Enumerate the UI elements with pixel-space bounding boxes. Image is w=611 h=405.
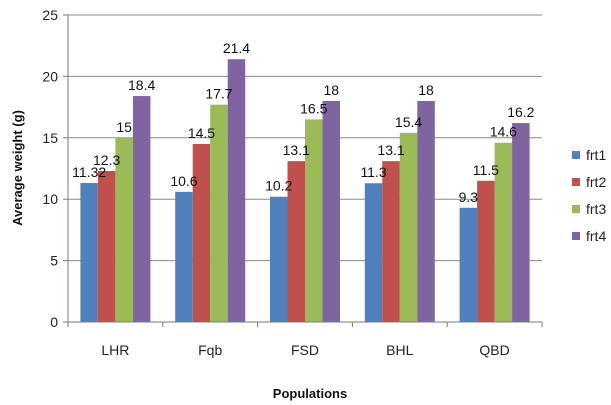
data-label-frt3-Fqb: 17.7 xyxy=(205,86,232,102)
legend: frt1 frt2 frt3 frt4 xyxy=(572,147,606,244)
legend-label: frt2 xyxy=(586,174,606,190)
legend-item-frt4: frt4 xyxy=(572,228,606,244)
bar-frt4-FSD xyxy=(322,100,340,323)
data-label-frt2-LHR: 12.3 xyxy=(93,152,120,168)
data-label-frt1-LHR: 11.32 xyxy=(72,164,106,180)
data-label-frt4-FSD: 18 xyxy=(323,82,339,98)
legend-label: frt4 xyxy=(586,228,606,244)
y-axis-title: Average weight (g) xyxy=(10,110,25,226)
data-label-frt1-QBD: 9.3 xyxy=(459,189,479,205)
x-tick-label: BHL xyxy=(386,342,413,358)
x-tick-label: Fqb xyxy=(198,342,222,358)
x-tick-label: QBD xyxy=(479,342,509,358)
bar-frt1-QBD xyxy=(459,207,478,322)
x-tick-label: LHR xyxy=(101,342,129,358)
data-label-frt3-QBD: 14.6 xyxy=(490,124,517,140)
data-label-frt4-QBD: 16.2 xyxy=(507,104,534,120)
x-axis-ticks: LHR Fqb FSD BHL QBD xyxy=(67,322,543,358)
bar-frt3-BHL xyxy=(399,132,418,322)
data-label-frt2-BHL: 13.1 xyxy=(377,142,404,158)
legend-label: frt3 xyxy=(586,201,606,217)
legend-item-frt1: frt1 xyxy=(572,147,606,163)
data-label-frt4-Fqb: 21.4 xyxy=(223,40,250,56)
bar-frt2-Fqb xyxy=(192,143,211,322)
data-label-frt4-LHR: 18.4 xyxy=(128,77,155,93)
data-label-frt1-FSD: 10.2 xyxy=(265,178,292,194)
y-tick-label: 15 xyxy=(42,130,58,146)
bar-frt4-QBD xyxy=(512,123,530,323)
bar-frt2-FSD xyxy=(287,161,305,322)
data-label-frt3-FSD: 16.5 xyxy=(300,100,327,116)
bar-frt3-Fqb xyxy=(210,104,228,322)
legend-item-frt3: frt3 xyxy=(572,201,606,217)
bars xyxy=(80,59,530,323)
data-label-frt1-BHL: 11.3 xyxy=(360,164,386,180)
data-label-frt4-BHL: 18 xyxy=(418,82,434,98)
y-tick-label: 25 xyxy=(42,7,58,23)
data-label-frt3-LHR: 15 xyxy=(116,119,132,135)
bar-frt4-LHR xyxy=(132,96,151,322)
bar-frt3-FSD xyxy=(305,119,323,322)
legend-swatch xyxy=(572,232,580,240)
bar-frt1-BHL xyxy=(364,183,383,322)
data-label-frt2-QBD: 11.5 xyxy=(473,162,499,178)
bar-frt4-Fqb xyxy=(227,59,246,322)
axes xyxy=(67,15,542,323)
bar-frt1-LHR xyxy=(80,182,98,322)
y-tick-label: 0 xyxy=(50,314,58,330)
y-tick-label: 20 xyxy=(42,68,58,84)
legend-label: frt1 xyxy=(586,147,606,163)
y-tick-label: 10 xyxy=(42,191,58,207)
data-label-frt2-FSD: 13.1 xyxy=(283,142,310,158)
data-label-frt3-BHL: 15.4 xyxy=(395,114,422,130)
bar-frt1-Fqb xyxy=(175,191,193,322)
bar-frt3-LHR xyxy=(115,137,133,322)
bar-frt4-BHL xyxy=(417,100,435,323)
legend-swatch xyxy=(572,151,580,159)
legend-swatch xyxy=(572,205,580,213)
bar-frt2-LHR xyxy=(97,170,116,322)
data-label-frt1-Fqb: 10.6 xyxy=(170,173,197,189)
bar-frt1-FSD xyxy=(270,196,288,322)
x-tick-label: FSD xyxy=(291,342,319,358)
legend-item-frt2: frt2 xyxy=(572,174,606,190)
x-axis-title: Populations xyxy=(273,386,347,401)
bar-frt2-BHL xyxy=(382,161,400,322)
y-tick-label: 5 xyxy=(50,253,58,269)
data-label-frt2-Fqb: 14.5 xyxy=(188,125,215,141)
bar-frt2-QBD xyxy=(477,180,495,322)
legend-swatch xyxy=(572,178,580,186)
y-axis-ticks: 0 5 10 15 20 25 xyxy=(42,7,68,330)
bar-frt3-QBD xyxy=(494,142,513,322)
